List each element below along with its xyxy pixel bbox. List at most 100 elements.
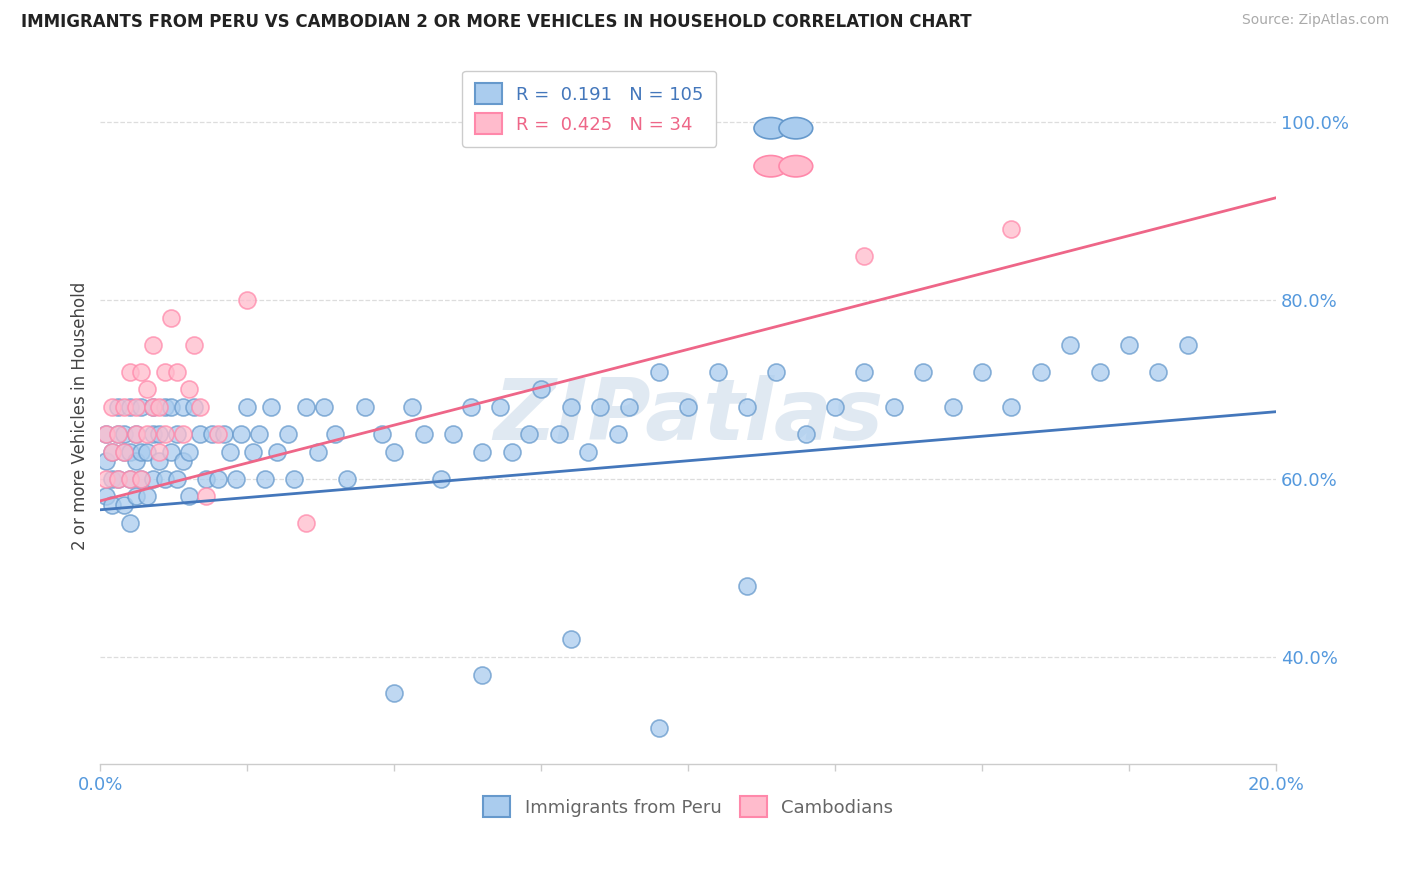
Point: [101, 445, 124, 459]
Point: [218, 445, 240, 459]
Point: [112, 427, 135, 442]
Point: [131, 472, 153, 486]
Point: [96, 427, 118, 442]
Point: [142, 472, 165, 486]
Point: [970, 365, 993, 379]
Point: [247, 427, 270, 442]
Point: [166, 472, 188, 486]
Y-axis label: 2 or more Vehicles in Household: 2 or more Vehicles in Household: [72, 282, 89, 550]
Point: [236, 401, 259, 415]
Point: [118, 516, 141, 530]
Point: [735, 578, 758, 592]
Point: [107, 472, 129, 486]
Point: [148, 454, 170, 468]
Point: [131, 472, 153, 486]
Point: [283, 472, 305, 486]
Point: [648, 365, 671, 379]
Point: [519, 427, 541, 442]
Point: [124, 490, 146, 504]
Point: [824, 401, 846, 415]
Text: IMMIGRANTS FROM PERU VS CAMBODIAN 2 OR MORE VEHICLES IN HOUSEHOLD CORRELATION CH: IMMIGRANTS FROM PERU VS CAMBODIAN 2 OR M…: [21, 13, 972, 31]
Point: [1088, 365, 1111, 379]
Point: [430, 472, 453, 486]
Point: [336, 472, 359, 486]
Point: [142, 338, 165, 352]
Point: [153, 401, 176, 415]
Point: [101, 401, 124, 415]
Point: [277, 427, 299, 442]
Point: [118, 472, 141, 486]
Point: [148, 427, 170, 442]
Point: [136, 383, 159, 397]
Point: [253, 472, 276, 486]
Point: [354, 401, 377, 415]
Point: [648, 721, 671, 735]
Point: [177, 490, 200, 504]
Point: [706, 365, 728, 379]
Point: [112, 445, 135, 459]
Point: [148, 445, 170, 459]
Point: [153, 427, 176, 442]
Point: [1000, 401, 1022, 415]
Point: [183, 401, 205, 415]
Text: Source: ZipAtlas.com: Source: ZipAtlas.com: [1241, 13, 1389, 28]
Point: [794, 427, 817, 442]
Point: [153, 472, 176, 486]
Point: [225, 472, 247, 486]
Point: [131, 365, 153, 379]
Point: [142, 401, 165, 415]
Point: [942, 401, 965, 415]
Point: [471, 445, 494, 459]
Point: [142, 427, 165, 442]
Point: [96, 427, 118, 442]
Point: [112, 498, 135, 512]
Point: [124, 427, 146, 442]
Point: [207, 427, 229, 442]
Point: [107, 427, 129, 442]
Point: [460, 401, 482, 415]
Point: [101, 472, 124, 486]
Point: [412, 427, 434, 442]
Point: [266, 445, 288, 459]
Point: [172, 401, 194, 415]
Point: [124, 454, 146, 468]
Point: [96, 454, 118, 468]
Point: [160, 445, 183, 459]
Point: [530, 383, 553, 397]
Point: [124, 401, 146, 415]
Point: [166, 427, 188, 442]
Point: [160, 311, 183, 326]
Point: [735, 401, 758, 415]
Point: [853, 365, 876, 379]
Point: [295, 401, 318, 415]
Legend: Immigrants from Peru, Cambodians: Immigrants from Peru, Cambodians: [477, 789, 900, 824]
Point: [107, 427, 129, 442]
Point: [1059, 338, 1081, 352]
Point: [101, 445, 124, 459]
Point: [212, 427, 235, 442]
Point: [188, 427, 211, 442]
Point: [501, 445, 523, 459]
Point: [207, 472, 229, 486]
Point: [1029, 365, 1052, 379]
Point: [124, 427, 146, 442]
Point: [172, 427, 194, 442]
Point: [166, 365, 188, 379]
Point: [765, 365, 787, 379]
Point: [382, 445, 405, 459]
Point: [471, 667, 494, 681]
Point: [295, 516, 318, 530]
Point: [606, 427, 628, 442]
Point: [101, 498, 124, 512]
Point: [589, 401, 612, 415]
Point: [676, 401, 699, 415]
Point: [136, 427, 159, 442]
Point: [260, 401, 283, 415]
Point: [118, 401, 141, 415]
Point: [96, 490, 118, 504]
Point: [195, 490, 218, 504]
Point: [160, 401, 183, 415]
Point: [853, 249, 876, 263]
Point: [576, 445, 599, 459]
Point: [118, 365, 141, 379]
